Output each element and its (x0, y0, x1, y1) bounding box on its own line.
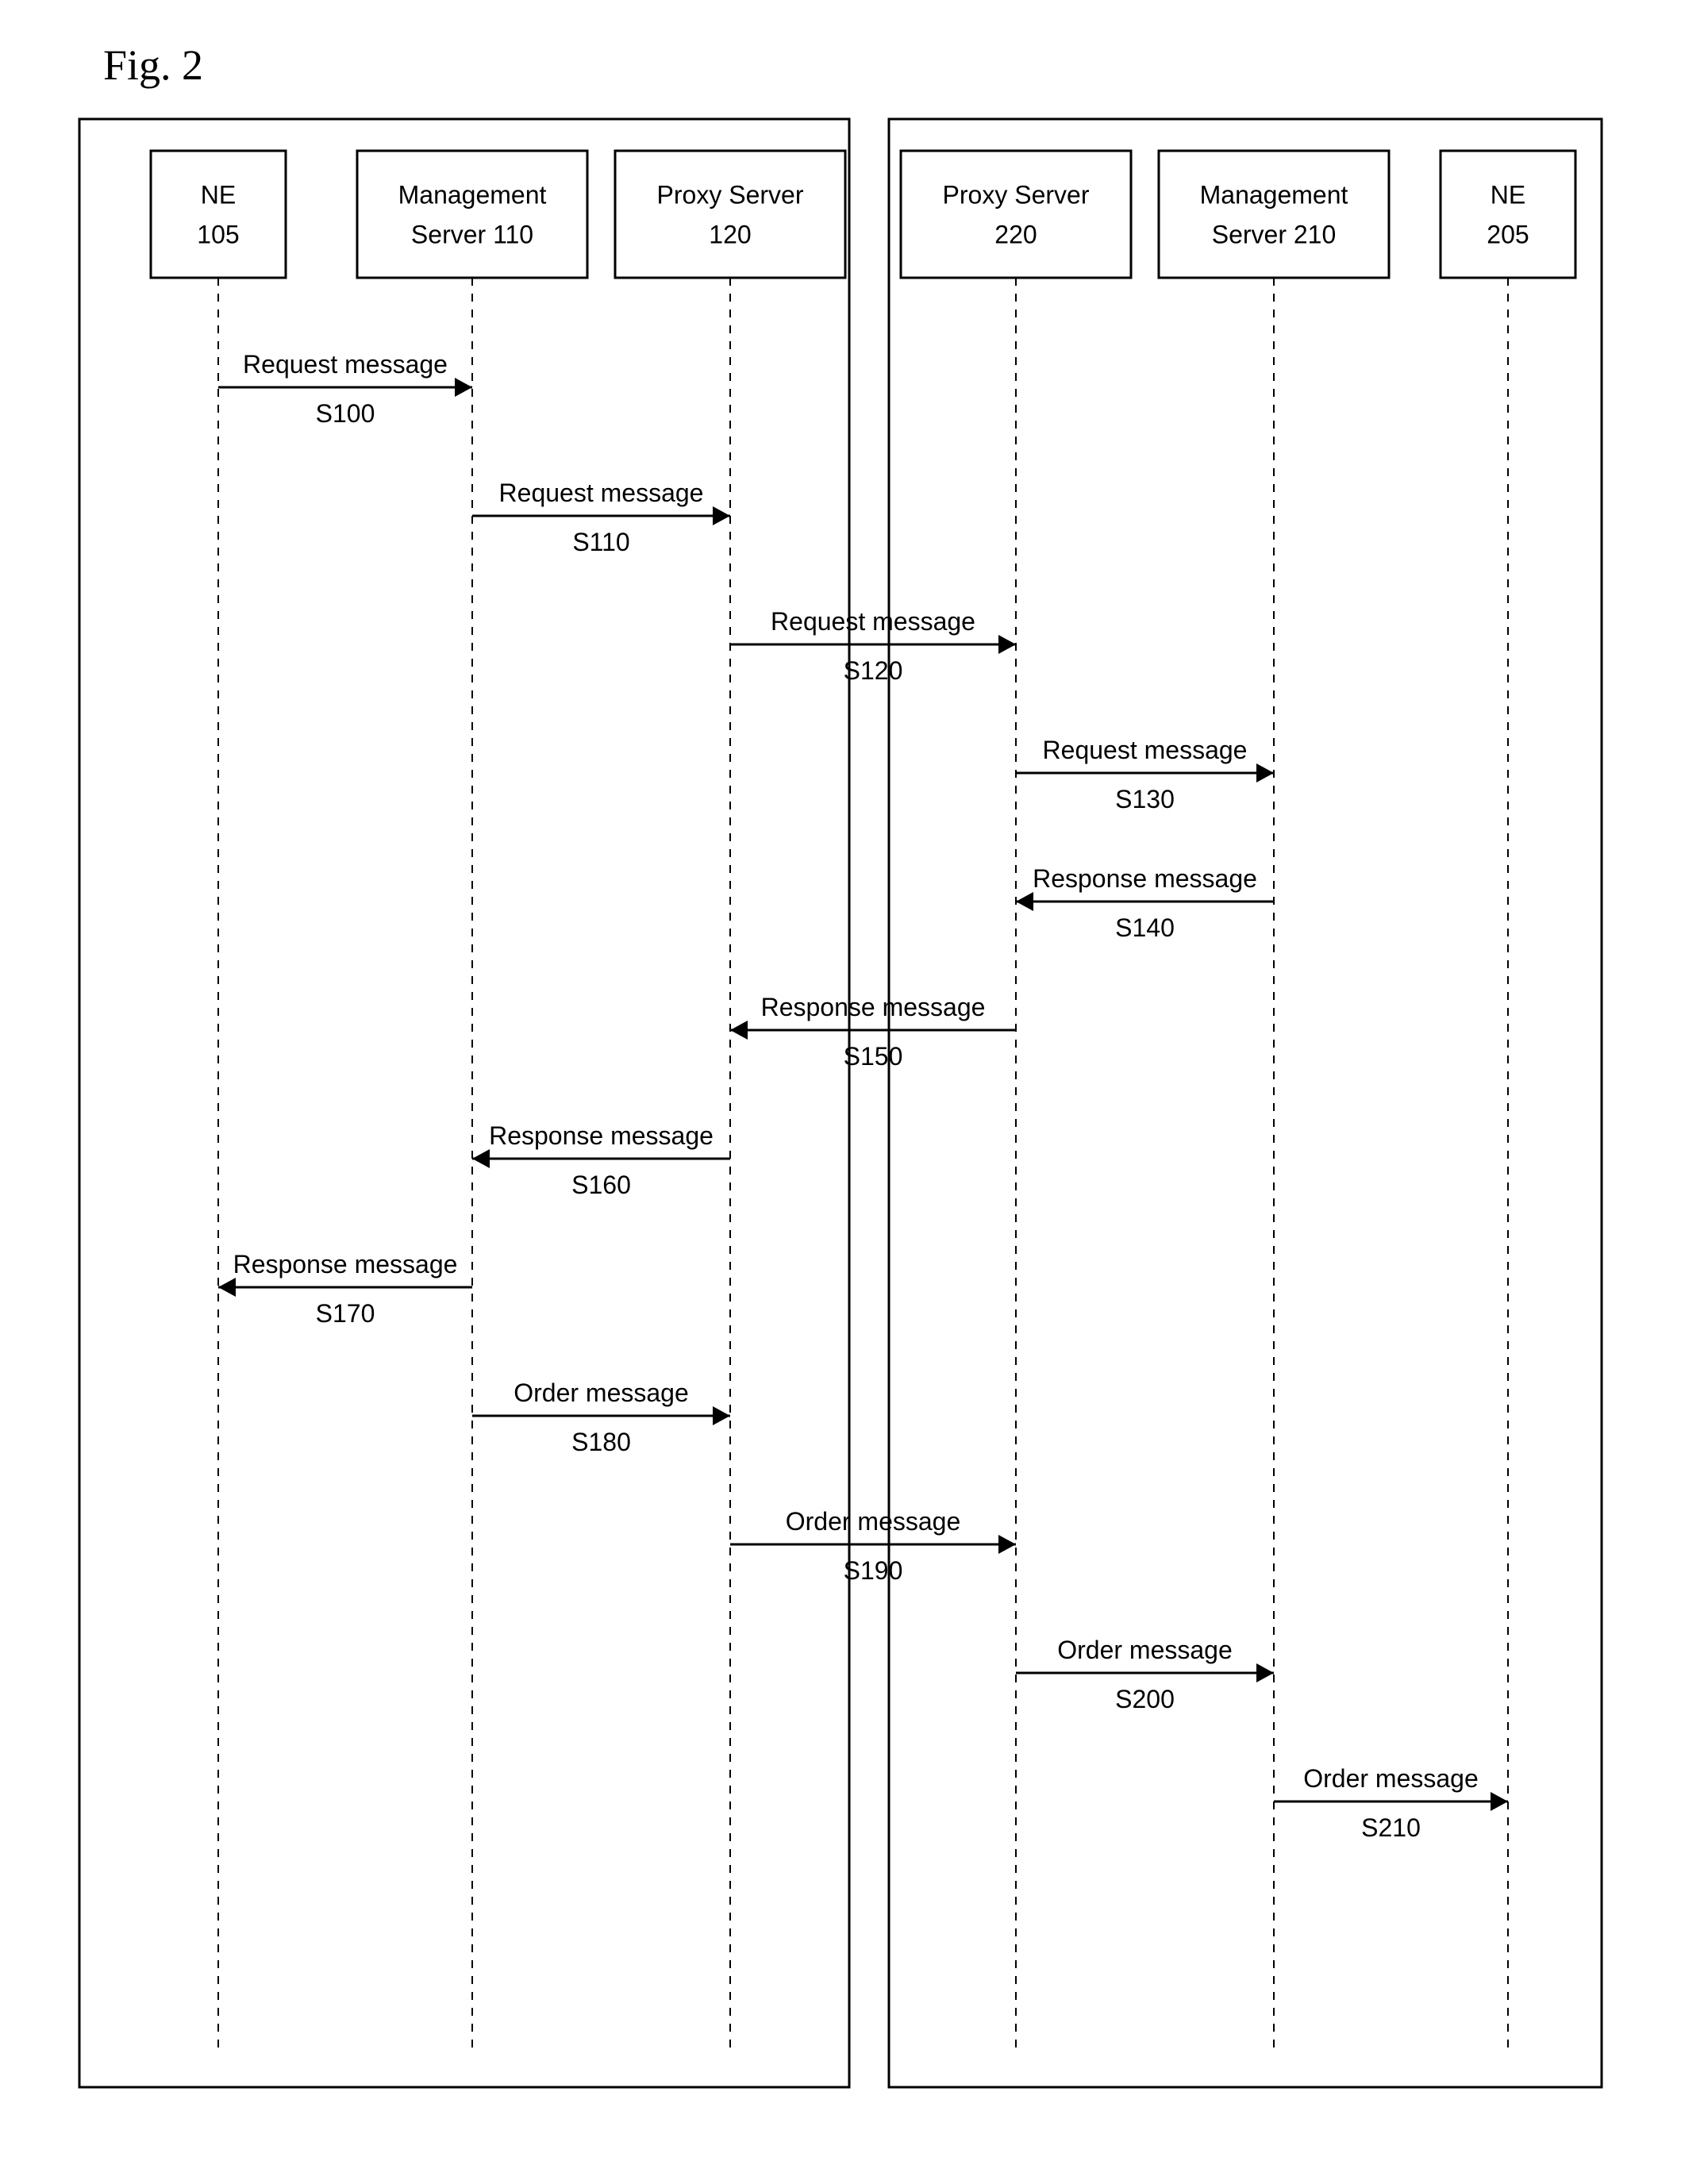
region-right (889, 119, 1602, 2087)
lifeline-label1-ms-210: Management (1200, 180, 1348, 209)
lifeline-label2-ne-205: 205 (1487, 220, 1529, 248)
message-label-s210: Order message (1303, 1764, 1479, 1793)
message-step-s100: S100 (316, 399, 375, 428)
arrowhead-s170 (218, 1278, 236, 1297)
arrowhead-s150 (730, 1021, 748, 1040)
lifeline-label2-ne-105: 105 (197, 220, 239, 248)
lifeline-label2-ms-110: Server 110 (411, 220, 533, 248)
message-step-s130: S130 (1115, 785, 1175, 813)
message-label-s140: Response message (1033, 864, 1257, 893)
lifeline-box-ms-210 (1159, 151, 1389, 278)
message-step-s140: S140 (1115, 913, 1175, 942)
message-step-s180: S180 (571, 1428, 631, 1456)
message-step-s190: S190 (844, 1556, 903, 1585)
message-label-s170: Response message (233, 1250, 458, 1278)
message-step-s170: S170 (316, 1299, 375, 1328)
message-label-s120: Request message (771, 607, 975, 636)
arrowhead-s210 (1491, 1792, 1508, 1811)
arrowhead-s180 (713, 1406, 730, 1425)
message-label-s160: Response message (489, 1121, 714, 1150)
message-step-s120: S120 (844, 656, 903, 685)
lifeline-label1-ne-205: NE (1491, 180, 1525, 209)
lifeline-box-ms-110 (357, 151, 587, 278)
lifeline-box-ne-105 (151, 151, 286, 278)
message-step-s200: S200 (1115, 1685, 1175, 1713)
message-step-s210: S210 (1361, 1813, 1421, 1842)
message-label-s130: Request message (1043, 736, 1248, 764)
lifeline-box-ps-220 (901, 151, 1131, 278)
message-step-s110: S110 (572, 528, 629, 556)
message-label-s180: Order message (514, 1378, 689, 1407)
arrowhead-s190 (998, 1535, 1016, 1554)
message-step-s150: S150 (844, 1042, 903, 1071)
lifeline-label2-ps-120: 120 (709, 220, 751, 248)
lifeline-box-ne-205 (1441, 151, 1575, 278)
lifeline-label2-ms-210: Server 210 (1212, 220, 1337, 248)
arrowhead-s160 (472, 1149, 490, 1168)
arrowhead-s200 (1256, 1663, 1274, 1682)
lifeline-label1-ps-220: Proxy Server (943, 180, 1090, 209)
arrowhead-s100 (455, 378, 472, 397)
region-left (79, 119, 849, 2087)
message-step-s160: S160 (571, 1171, 631, 1199)
message-label-s150: Response message (761, 993, 986, 1021)
lifeline-label2-ps-220: 220 (994, 220, 1037, 248)
arrowhead-s130 (1256, 763, 1274, 782)
message-label-s190: Order message (786, 1507, 961, 1536)
message-label-s100: Request message (243, 350, 448, 379)
arrowhead-s110 (713, 506, 730, 525)
message-label-s200: Order message (1057, 1636, 1233, 1664)
figure-title: Fig. 2 (103, 41, 203, 89)
lifeline-label1-ne-105: NE (201, 180, 236, 209)
arrowhead-s120 (998, 635, 1016, 654)
lifeline-box-ps-120 (615, 151, 845, 278)
message-label-s110: Request message (499, 479, 704, 507)
arrowhead-s140 (1016, 892, 1033, 911)
lifeline-label1-ps-120: Proxy Server (657, 180, 804, 209)
lifeline-label1-ms-110: Management (398, 180, 547, 209)
